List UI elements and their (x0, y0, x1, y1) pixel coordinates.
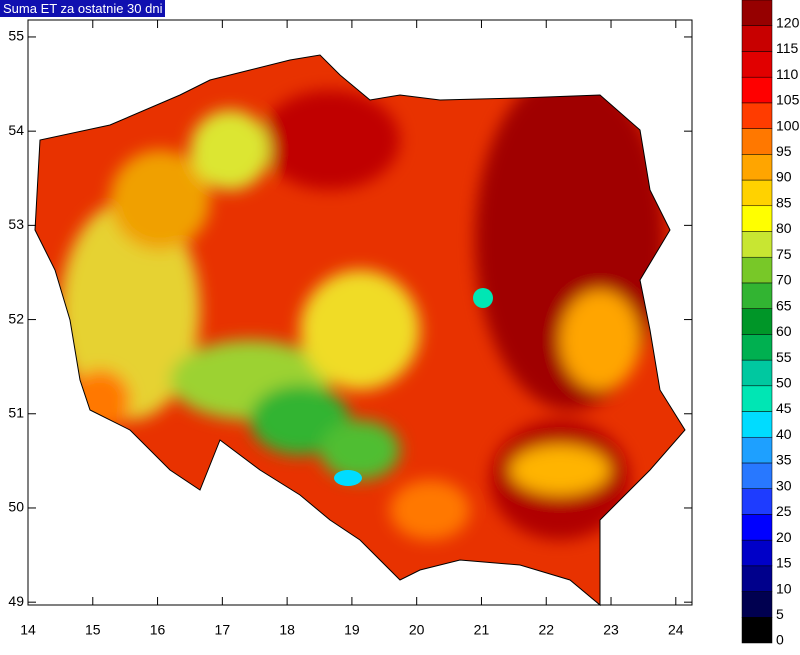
colorbar-label: 50 (776, 375, 792, 391)
x-tick-label: 20 (409, 622, 425, 638)
colorbar-label: 115 (776, 40, 799, 56)
colorbar-swatch (741, 308, 773, 335)
colorbar-swatch (741, 25, 773, 52)
y-tick-label: 54 (8, 122, 24, 138)
colorbar-label: 40 (776, 426, 792, 442)
y-tick-label: 51 (8, 404, 24, 420)
colorbar-label: 75 (776, 246, 792, 262)
colorbar-label: 60 (776, 323, 792, 339)
colorbar-label: 30 (776, 477, 792, 493)
x-tick-label: 24 (668, 622, 684, 638)
x-tick-label: 14 (20, 622, 36, 638)
colorbar-swatch (741, 436, 773, 464)
x-tick-label: 21 (474, 622, 490, 638)
colorbar-label: 95 (776, 143, 792, 159)
colorbar-label: 5 (776, 606, 784, 622)
x-tick-label: 15 (85, 622, 101, 638)
colorbar-label: 55 (776, 349, 792, 365)
colorbar-swatch (741, 154, 773, 181)
x-tick-label: 22 (538, 622, 554, 638)
colorbar-swatch (741, 102, 773, 129)
y-tick-label: 49 (8, 593, 24, 609)
colorbar-swatch (741, 334, 773, 361)
colorbar-swatch (741, 205, 773, 232)
x-tick-label: 19 (344, 622, 360, 638)
colorbar-swatch (741, 411, 773, 438)
x-tick-label: 17 (215, 622, 231, 638)
colorbar-swatch (741, 359, 773, 387)
x-tick-label: 18 (279, 622, 295, 638)
colorbar-label: 65 (776, 297, 792, 313)
colorbar-swatch (741, 565, 773, 592)
y-tick-label: 55 (8, 28, 24, 44)
colorbar-label: 15 (776, 555, 792, 571)
colorbar-label: 25 (776, 503, 792, 519)
colorbar-swatch (741, 231, 773, 258)
x-tick-label: 23 (603, 622, 619, 638)
x-tick-label: 16 (150, 622, 166, 638)
colorbar-swatch (741, 76, 773, 104)
colorbar-swatch (741, 128, 773, 155)
colorbar-label: 85 (776, 194, 792, 210)
colorbar-swatch (741, 514, 773, 541)
colorbar-label: 100 (776, 117, 800, 133)
colorbar-swatch (741, 256, 773, 284)
colorbar-swatch (741, 617, 773, 644)
colorbar-swatch (741, 51, 773, 78)
colorbar-label: 20 (776, 529, 792, 545)
colorbar-label: 35 (776, 452, 792, 468)
colorbar-label: 105 (776, 92, 800, 108)
colorbar-label: 0 (776, 632, 784, 648)
colorbar-swatch (741, 488, 773, 515)
colorbar-swatch (741, 385, 773, 412)
colorbar-label: 90 (776, 169, 792, 185)
y-tick-label: 52 (8, 310, 24, 326)
y-tick-label: 50 (8, 499, 24, 515)
colorbar-swatch (741, 591, 773, 618)
colorbar-label: 45 (776, 400, 792, 416)
colorbar-label: 80 (776, 220, 792, 236)
colorbar-swatch (741, 539, 773, 567)
colorbar-label: 70 (776, 272, 792, 288)
axes: 14 15 16 17 18 19 20 21 22 23 24 49 50 51 52 53 54 55 (8, 20, 692, 638)
colorbar-swatch (741, 282, 773, 309)
colorbar-swatch (741, 0, 773, 26)
y-tick-label: 53 (8, 216, 24, 232)
colorbar-swatch (741, 179, 773, 207)
colorbar-label: 120 (776, 14, 800, 30)
colorbar-label: 10 (776, 580, 792, 596)
colorbar: 0 5 10 15 20 25 30 35 40 45 50 55 60 65 70 75 80 85 90 95 10… (741, 0, 800, 648)
title: Suma ET za ostatnie 30 dni (0, 0, 166, 17)
colorbar-label: 110 (776, 66, 799, 82)
colorbar-swatch (741, 462, 773, 489)
